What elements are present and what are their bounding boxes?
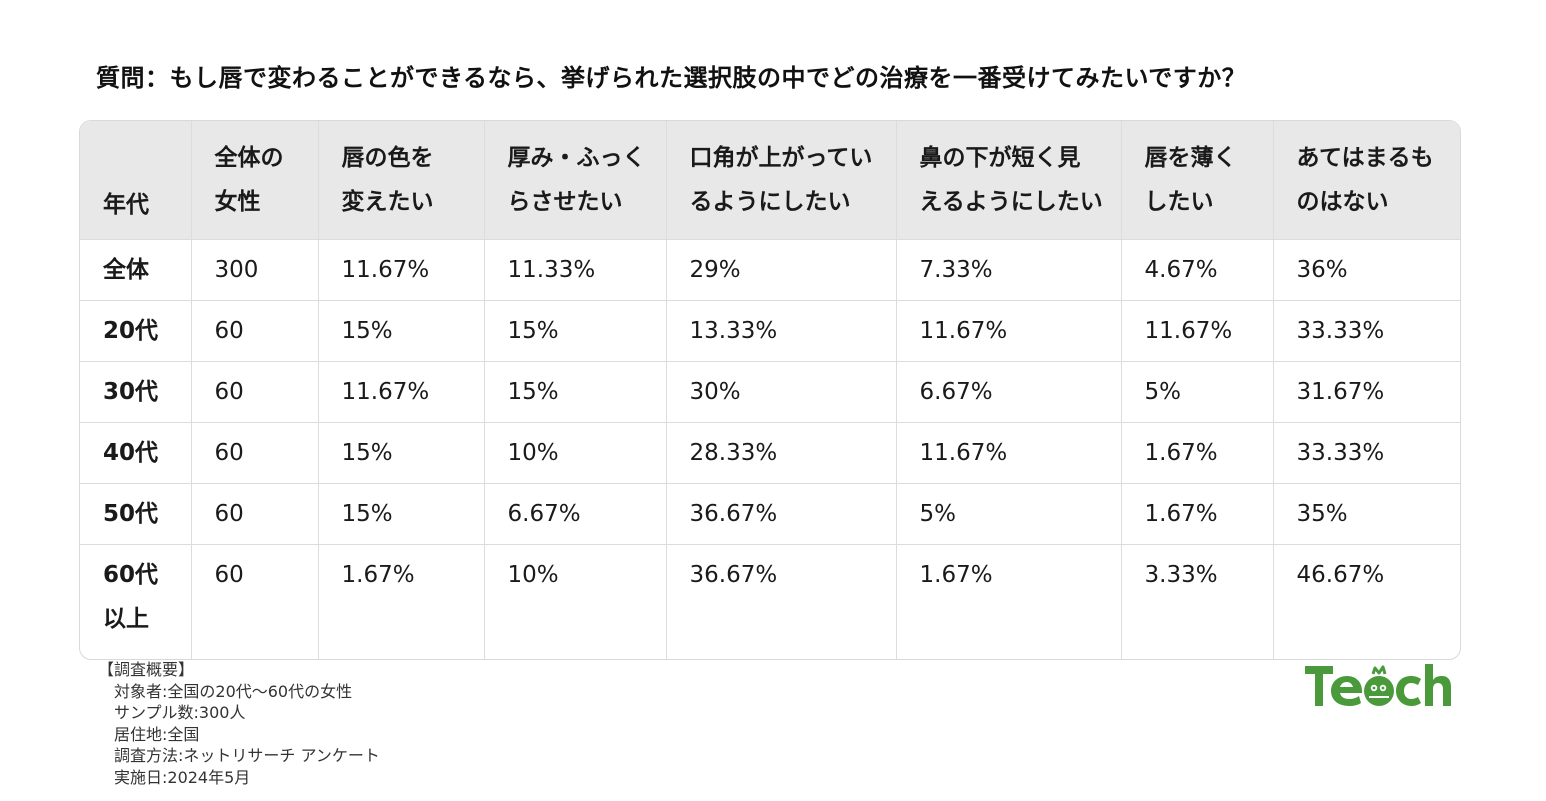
table-cell: 60	[191, 422, 319, 484]
table-cell: 31.67%	[1273, 361, 1460, 423]
logo-letter-c	[1396, 676, 1421, 706]
table-cell: 36%	[1273, 239, 1460, 301]
header-text-line-1: 厚み・ふっく	[507, 145, 646, 171]
table-cell: 29%	[666, 239, 897, 301]
header-text-line-1: 唇の色を	[341, 145, 434, 171]
row-label: 40代	[80, 422, 192, 484]
header-text-line-2: のはない	[1296, 189, 1389, 215]
header-plump: 厚み・ふっく らさせたい	[484, 121, 667, 240]
table-row: 50代 60 15% 6.67% 36.67% 5% 1.67% 35%	[80, 483, 1460, 545]
table-cell: 11.33%	[484, 239, 667, 301]
header-text-line-2: るようにしたい	[689, 189, 851, 215]
header-text-line-2: 女性	[214, 189, 261, 215]
table-cell: 13.33%	[666, 300, 897, 362]
table-cell: 1.67%	[1121, 483, 1274, 545]
header-text-line-2: えるようにしたい	[919, 189, 1103, 215]
logo-face-e	[1364, 676, 1394, 706]
logo-letter-e	[1331, 676, 1362, 706]
table-header-row: 年代 全体の 女性 唇の色を 変えたい 厚み・ふっく らさせたい 口角が上がって…	[80, 121, 1460, 240]
table-cell: 33.33%	[1273, 422, 1460, 484]
header-text-line-2: 年代	[103, 192, 149, 218]
logo-letter-t	[1305, 666, 1333, 706]
survey-table-container: 年代 全体の 女性 唇の色を 変えたい 厚み・ふっく らさせたい 口角が上がって…	[79, 120, 1461, 660]
table-cell: 300	[191, 239, 319, 301]
table-cell: 10%	[484, 422, 667, 484]
table-cell: 11.67%	[1121, 300, 1274, 362]
table-cell: 6.67%	[484, 483, 667, 545]
table-cell: 36.67%	[666, 544, 897, 659]
survey-summary-heading: 【調査概要】	[98, 660, 195, 679]
table-cell: 60	[191, 483, 319, 545]
table-cell: 15%	[318, 422, 485, 484]
table-cell: 60	[191, 300, 319, 362]
header-none: あてはまるも のはない	[1273, 121, 1460, 240]
teech-logo	[1305, 664, 1451, 706]
survey-target: 対象者:全国の20代〜60代の女性	[114, 681, 353, 701]
table-cell: 60	[191, 361, 319, 423]
survey-date: 実施日:2024年5月	[114, 767, 251, 787]
survey-summary: 【調査概要】 対象者:全国の20代〜60代の女性 サンプル数:300人 居住地:…	[98, 659, 380, 789]
table-cell: 11.67%	[318, 239, 485, 301]
header-text-line-1: 口角が上がってい	[689, 145, 873, 171]
table-cell: 1.67%	[896, 544, 1122, 659]
header-text-line-1: あてはまるも	[1296, 145, 1434, 171]
table-cell: 11.67%	[318, 361, 485, 423]
table-cell: 30%	[666, 361, 897, 423]
header-age-group: 年代	[80, 121, 192, 240]
page-title: 質問：もし唇で変わることができるなら、挙げられた選択肢の中でどの治療を一番受けて…	[96, 64, 1247, 92]
header-text-line-2: らさせたい	[507, 189, 623, 215]
header-text-line-1: 唇を薄く	[1144, 145, 1237, 171]
table-cell: 3.33%	[1121, 544, 1274, 659]
survey-residence: 居住地:全国	[114, 724, 200, 744]
table-cell: 7.33%	[896, 239, 1122, 301]
table-cell: 36.67%	[666, 483, 897, 545]
logo-letter-h	[1425, 664, 1451, 706]
table-cell: 60	[191, 544, 319, 659]
table-cell: 46.67%	[1296, 562, 1385, 588]
row-label-line-2: 以上	[103, 606, 149, 632]
table-cell: 11.67%	[896, 300, 1122, 362]
header-text-line-1: 全体の	[214, 145, 284, 171]
row-label: 60代 以上	[80, 544, 192, 659]
table-cell: 33.33%	[1273, 300, 1460, 362]
table-row: 60代 以上 60 1.67% 10% 36.67% 1.67% 3.33% 4…	[80, 544, 1460, 659]
table-cell: 15%	[318, 483, 485, 545]
table-row: 全体 300 11.67% 11.33% 29% 7.33% 4.67% 36%	[80, 239, 1460, 301]
survey-sample-size: サンプル数:300人	[114, 703, 246, 723]
survey-table: 年代 全体の 女性 唇の色を 変えたい 厚み・ふっく らさせたい 口角が上がって…	[80, 121, 1460, 659]
table-cell: 11.67%	[896, 422, 1122, 484]
row-label: 全体	[80, 239, 192, 301]
table-cell: 15%	[318, 300, 485, 362]
header-total-women: 全体の 女性	[191, 121, 319, 240]
table-cell: 1.67%	[318, 544, 485, 659]
table-cell: 6.67%	[896, 361, 1122, 423]
table-row: 30代 60 11.67% 15% 30% 6.67% 5% 31.67%	[80, 361, 1460, 423]
row-label: 50代	[80, 483, 192, 545]
table-cell: 35%	[1273, 483, 1460, 545]
header-text-line-1: 鼻の下が短く見	[919, 145, 1081, 171]
header-change-color: 唇の色を 変えたい	[318, 121, 485, 240]
table-cell: 10%	[484, 544, 667, 659]
table-cell: 5%	[1121, 361, 1274, 423]
table-row: 40代 60 15% 10% 28.33% 11.67% 1.67% 33.33…	[80, 422, 1460, 484]
header-short-philtrum: 鼻の下が短く見 えるようにしたい	[896, 121, 1122, 240]
header-thinner: 唇を薄く したい	[1121, 121, 1274, 240]
header-text-line-2: したい	[1144, 189, 1214, 215]
table-cell: 5%	[896, 483, 1122, 545]
survey-method: 調査方法:ネットリサーチ アンケート	[114, 746, 380, 766]
row-label-line-1: 60代	[103, 562, 159, 588]
row-label: 30代	[80, 361, 192, 423]
table-cell: 4.67%	[1121, 239, 1274, 301]
header-text-line-2: 変えたい	[341, 189, 434, 215]
table-cell: 28.33%	[666, 422, 897, 484]
row-label: 20代	[80, 300, 192, 362]
table-cell: 1.67%	[1121, 422, 1274, 484]
table-row: 20代 60 15% 15% 13.33% 11.67% 11.67% 33.3…	[80, 300, 1460, 362]
header-corners-up: 口角が上がってい るようにしたい	[666, 121, 897, 240]
table-cell: 15%	[484, 361, 667, 423]
table-cell: 15%	[484, 300, 667, 362]
